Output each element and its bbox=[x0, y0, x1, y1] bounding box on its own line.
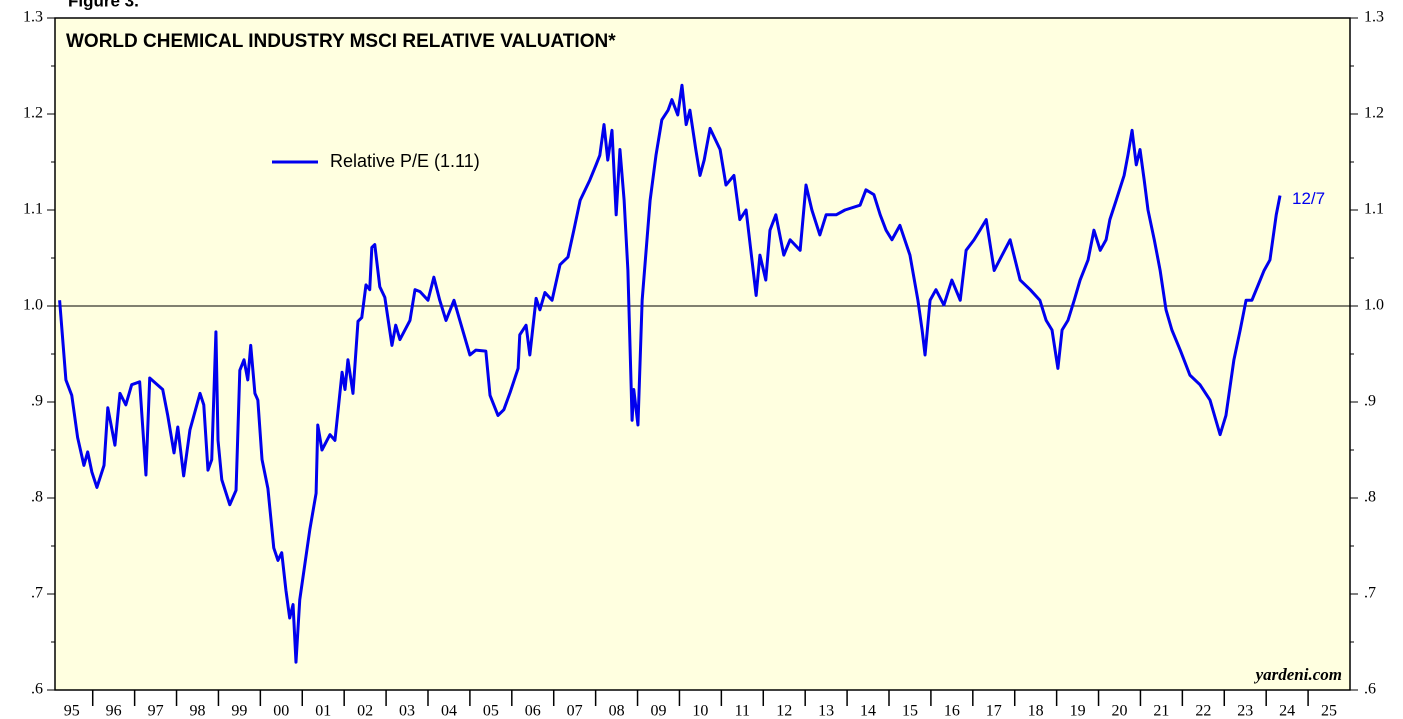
y2-tick-label: 1.3 bbox=[1364, 9, 1384, 26]
x-tick-label: 14 bbox=[860, 703, 876, 719]
x-tick-label: 04 bbox=[441, 703, 457, 719]
x-tick-label: 15 bbox=[902, 703, 918, 719]
y-tick-label: .7 bbox=[31, 585, 43, 602]
y-tick-label: 1.1 bbox=[23, 201, 43, 218]
x-tick-label: 10 bbox=[692, 703, 708, 719]
x-tick-label: 03 bbox=[399, 703, 415, 719]
y2-tick-label: 1.1 bbox=[1364, 201, 1384, 218]
legend-label: Relative P/E (1.11) bbox=[330, 151, 480, 171]
y-tick-label: 1.2 bbox=[23, 105, 43, 122]
y-tick-label: .6 bbox=[31, 681, 43, 698]
x-tick-label: 23 bbox=[1237, 703, 1253, 719]
y2-tick-label: .6 bbox=[1364, 681, 1376, 698]
x-tick-label: 12 bbox=[776, 703, 792, 719]
x-tick-label: 95 bbox=[64, 703, 80, 719]
x-tick-label: 22 bbox=[1195, 703, 1211, 719]
x-tick-label: 19 bbox=[1070, 703, 1086, 719]
x-tick-label: 02 bbox=[357, 703, 373, 719]
x-tick-label: 99 bbox=[231, 703, 247, 719]
x-tick-label: 21 bbox=[1153, 703, 1169, 719]
y-tick-label: .8 bbox=[31, 489, 43, 506]
chart-title: WORLD CHEMICAL INDUSTRY MSCI RELATIVE VA… bbox=[66, 31, 616, 52]
y2-tick-label: .8 bbox=[1364, 489, 1376, 506]
x-tick-label: 18 bbox=[1028, 703, 1044, 719]
x-tick-label: 07 bbox=[567, 703, 583, 719]
data-line bbox=[58, 83, 1282, 664]
y-tick-label: 1.0 bbox=[23, 297, 43, 314]
end-label: 12/7 bbox=[1292, 189, 1325, 208]
x-tick-label: 24 bbox=[1279, 703, 1295, 719]
x-tick-label: 09 bbox=[650, 703, 666, 719]
x-tick-label: 06 bbox=[525, 703, 541, 719]
x-tick-label: 13 bbox=[818, 703, 834, 719]
x-tick-label: 98 bbox=[189, 703, 205, 719]
figure-label: Figure 3. bbox=[68, 0, 139, 10]
y2-tick-label: .7 bbox=[1364, 585, 1376, 602]
x-tick-label: 01 bbox=[315, 703, 331, 719]
x-tick-label: 11 bbox=[735, 703, 750, 719]
y2-tick-label: .9 bbox=[1364, 393, 1376, 410]
x-tick-label: 00 bbox=[273, 703, 289, 719]
x-tick-label: 05 bbox=[483, 703, 499, 719]
x-tick-label: 08 bbox=[609, 703, 625, 719]
y2-tick-label: 1.0 bbox=[1364, 297, 1384, 314]
x-tick-label: 17 bbox=[986, 703, 1002, 719]
x-tick-label: 96 bbox=[106, 703, 122, 719]
y-tick-label: .9 bbox=[31, 393, 43, 410]
plot-background bbox=[55, 18, 1350, 690]
x-tick-label: 97 bbox=[148, 703, 164, 719]
source-label: yardeni.com bbox=[1254, 665, 1342, 684]
x-tick-label: 20 bbox=[1111, 703, 1127, 719]
plot-frame bbox=[54, 17, 1351, 691]
x-tick-label: 25 bbox=[1321, 703, 1337, 719]
x-tick-label: 16 bbox=[944, 703, 960, 719]
y2-tick-label: 1.2 bbox=[1364, 105, 1384, 122]
y-tick-label: 1.3 bbox=[23, 9, 43, 26]
